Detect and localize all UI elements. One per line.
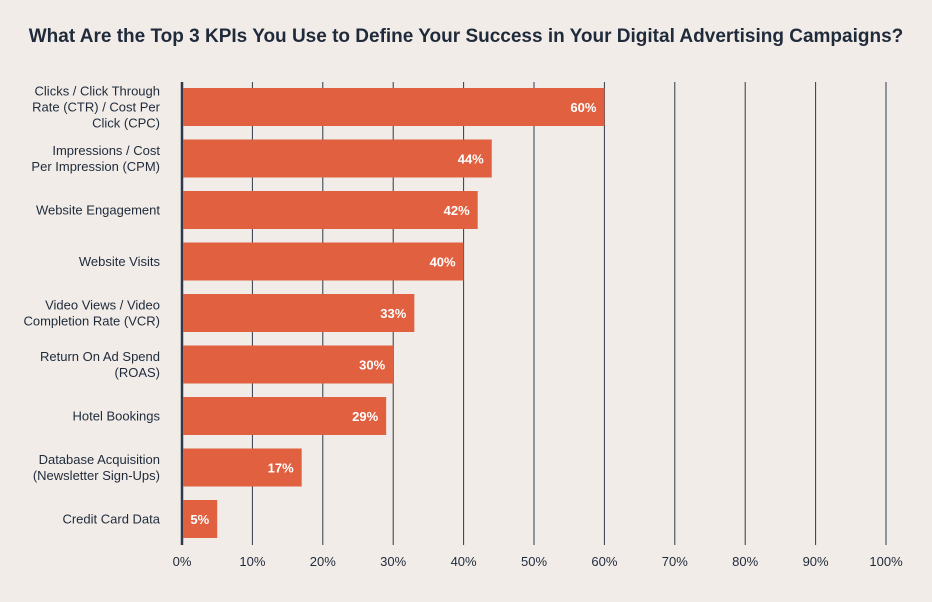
bar-value-label: 29% <box>352 409 378 424</box>
x-tick-label: 90% <box>803 554 829 569</box>
bar-value-label: 5% <box>190 512 209 527</box>
chart-title: What Are the Top 3 KPIs You Use to Defin… <box>28 26 904 47</box>
bar <box>183 242 464 281</box>
category-label: Impressions / Cost Per Impression (CPM) <box>31 143 160 174</box>
category-label: Website Visits <box>79 254 161 269</box>
bar-value-label: 42% <box>444 203 470 218</box>
bar <box>183 294 415 332</box>
bar <box>183 191 478 229</box>
x-axis-ticks: 0% 10% 20% 30% 40% 50% 60% 70% 80% 90% 100% <box>173 554 903 569</box>
x-tick-label: 100% <box>869 554 903 569</box>
bar <box>183 88 605 126</box>
category-label: Website Engagement <box>36 203 160 218</box>
category-labels: Clicks / Click Through Rate (CTR) / Cost … <box>23 84 160 527</box>
bar-value-label: 30% <box>359 358 385 373</box>
x-tick-label: 80% <box>732 554 758 569</box>
category-label: Video Views / Video Completion Rate (VCR) <box>23 298 160 329</box>
category-label: Credit Card Data <box>62 512 160 527</box>
x-tick-label: 70% <box>662 554 688 569</box>
x-tick-label: 0% <box>173 554 192 569</box>
bar <box>183 500 218 538</box>
bar <box>183 397 387 435</box>
x-tick-label: 50% <box>521 554 547 569</box>
bar <box>183 139 492 178</box>
bar-value-label: 60% <box>570 100 596 115</box>
x-tick-label: 10% <box>239 554 265 569</box>
bar-value-label: 44% <box>458 152 484 167</box>
x-tick-label: 20% <box>310 554 336 569</box>
category-label: Database Acquisition (Newsletter Sign-Ups… <box>33 452 160 483</box>
bar <box>183 345 394 384</box>
category-label: Hotel Bookings <box>73 409 161 424</box>
bar-value-label: 40% <box>430 255 456 270</box>
x-tick-label: 40% <box>451 554 477 569</box>
category-label: Clicks / Click Through Rate (CTR) / Cost … <box>32 84 161 131</box>
x-tick-label: 30% <box>380 554 406 569</box>
x-tick-label: 60% <box>591 554 617 569</box>
bar-value-label: 17% <box>268 461 294 476</box>
bar <box>183 448 302 487</box>
bars: 60% 44% 42% 40% 33% 30% 29% 17% 5% <box>183 88 605 538</box>
bar-value-label: 33% <box>380 306 406 321</box>
category-label: Return On Ad Spend (ROAS) <box>40 349 160 380</box>
